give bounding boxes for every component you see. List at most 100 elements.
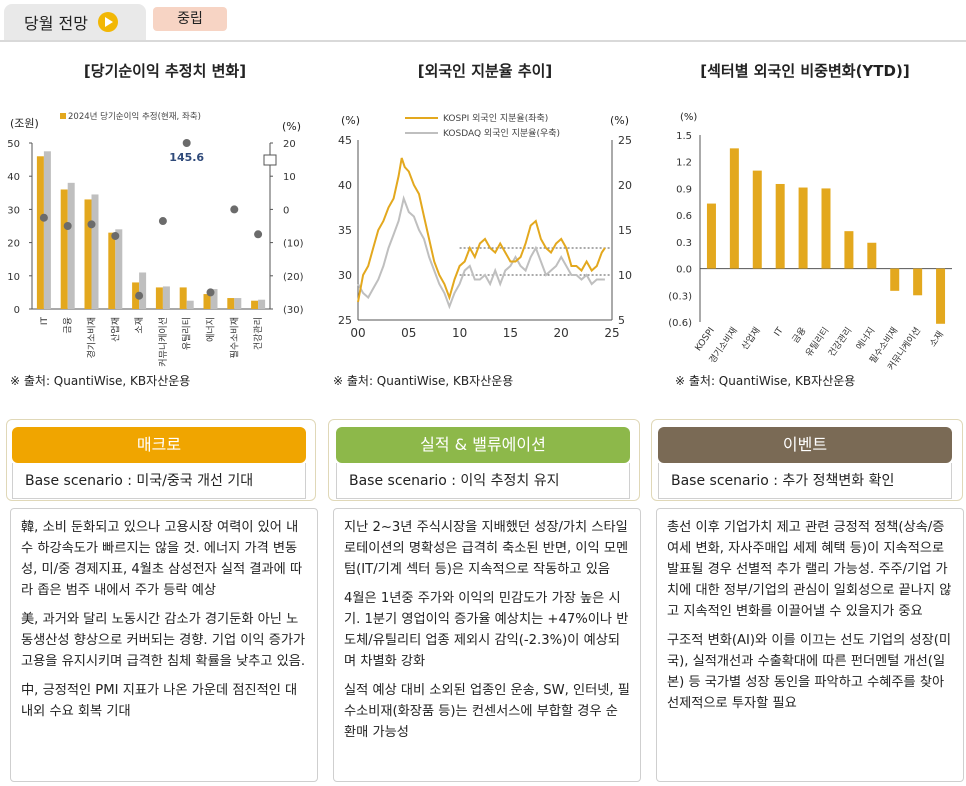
bar [729,148,739,269]
y-right-tick-label: 15 [618,224,632,237]
panel-title-earnings: 실적 & 밸류에이션 [336,427,630,463]
bar [798,187,808,269]
y-tick-label: 25 [338,314,352,327]
change-dot [158,217,167,226]
bar-prior [67,182,75,309]
change-dot [206,288,215,297]
paragraph: 韓, 소비 둔화되고 있으나 고용시장 여력이 있어 내수 하강속도가 빠르지는… [21,520,303,598]
chart-title-sector-foreign: [섹터별 외국인 비중변화(YTD)] [700,62,910,80]
panel-scenario-event: Base scenario : 추가 정책변화 확인 [658,463,952,499]
x-tick-label: 유틸리티 [182,317,193,350]
y-right-tick-label: (10) [283,239,304,250]
series-line-kospi [357,157,606,303]
bar-current [251,300,259,309]
y-right-tick-label: 20 [283,139,296,150]
change-dot [87,220,96,229]
tab-monthly-outlook[interactable]: 당월 전망 [4,4,146,40]
y-right-tick-label: 10 [283,172,296,183]
bar [913,268,923,296]
bar-prior [115,229,123,309]
play-icon[interactable] [97,12,118,32]
y-tick-label: 1.5 [676,131,692,142]
y-right-tick-label: 10 [618,269,632,282]
axis-unit-left: (조원) [10,117,39,130]
y-right-tick-label: 20 [618,179,632,192]
x-tick-label: 05 [401,326,416,340]
x-tick-label: 25 [604,326,619,340]
panel-scenario-macro: Base scenario : 미국/중국 개선 기대 [12,463,306,499]
net-income-chart: (조원) (%) 2024년 당기순이익 추정(현재, 좌축) 0 10 20 30 40 50… [7,111,304,367]
top-bar: 당월 전망 중립 [0,0,966,40]
x-tick-label: IT [40,317,50,326]
annotation-label: 145.6 [169,151,204,164]
y-tick-label: 30 [338,269,352,282]
legend-label-kospi: KOSPI 외국인 지분율(좌축) [443,112,548,124]
y-right-tick-label: (20) [283,272,304,283]
x-tick-label: 소재 [927,329,946,349]
bar-prior [234,298,242,309]
axis-break-icon [263,154,277,166]
bar-current [203,294,211,309]
x-tick-label: 건강관리 [253,317,264,350]
chart-title-foreign-ownership: [외국인 지분율 추이] [417,62,553,80]
bar-current [227,298,235,309]
panel-title-macro: 매크로 [12,427,306,463]
bar-prior [139,272,147,309]
panel-title-event: 이벤트 [658,427,952,463]
y-tick-label: 1.2 [676,158,692,169]
y-tick-label: 50 [7,139,20,150]
x-tick-label: 00 [350,326,365,340]
bar-prior [210,289,218,309]
bar [706,203,716,269]
bar [890,268,900,291]
status-badge: 중립 [153,7,227,31]
x-tick-label: 금융 [63,317,74,334]
bar-current [36,156,44,309]
x-tick-label: 에너지 [206,317,217,342]
bar-prior [43,151,51,309]
x-tick-label: 산업재 [739,325,762,352]
panel-frame-macro [6,419,316,501]
x-tick-label: KOSPI [694,326,717,353]
bar-current [108,232,116,309]
bar-current [179,287,187,309]
paragraph: 지난 2~3년 주식시장을 지배했던 성장/가치 스타일 로테이션의 명확성은 … [344,520,629,577]
bar-prior [91,194,99,309]
x-tick-label: 소재 [134,317,145,334]
axis-unit-right: (%) [610,114,629,127]
axis-unit-left: (%) [341,114,360,127]
y-tick-label: 40 [7,172,20,183]
y-right-tick-label: 25 [618,134,632,147]
change-dot [182,139,191,147]
change-dot [63,222,72,230]
y-tick-label: 0.6 [676,211,692,222]
divider [0,40,966,42]
y-tick-label: 30 [7,205,20,216]
change-dot [39,213,48,222]
x-tick-label: 경기소비재 [86,317,98,358]
legend-swatch [60,113,66,119]
y-tick-label: 40 [338,179,352,192]
x-tick-label: 필수소비재 [228,317,240,358]
bar [936,268,946,324]
y-tick-label: 35 [338,224,352,237]
paragraph: 美, 과거와 달리 노동시간 감소가 경기둔화 아닌 노동생산성 향상으로 커버… [21,612,306,669]
y-right-tick-label: 5 [618,314,625,327]
change-dot [111,231,120,240]
bar-prior [258,299,266,309]
panel-body-earnings: 지난 2~3년 주식시장을 지배했던 성장/가치 스타일 로테이션의 명확성은 … [333,508,641,782]
change-dot [135,291,144,300]
tab-label: 당월 전망 [24,14,88,33]
paragraph: 총선 이후 기업가치 제고 관련 긍정적 정책(상속/증여세 변화, 자사주매입… [667,520,952,619]
y-tick-label: 0.0 [676,265,692,276]
axis-unit: (%) [680,112,697,123]
paragraph: 구조적 변화(AI)와 이를 이끄는 선도 기업의 성장(미국), 실적개선과 … [667,633,952,711]
y-tick-label: (0.3) [668,291,692,302]
bar [867,242,877,269]
y-tick-label: 0 [14,305,20,316]
y-tick-label: (0.6) [668,318,692,329]
bar-current [60,189,68,309]
x-tick-label: 에너지 [854,325,877,352]
legend-label-kosdaq: KOSDAQ 외국인 지분율(우축) [443,127,560,139]
axis-unit-right: (%) [282,120,301,133]
